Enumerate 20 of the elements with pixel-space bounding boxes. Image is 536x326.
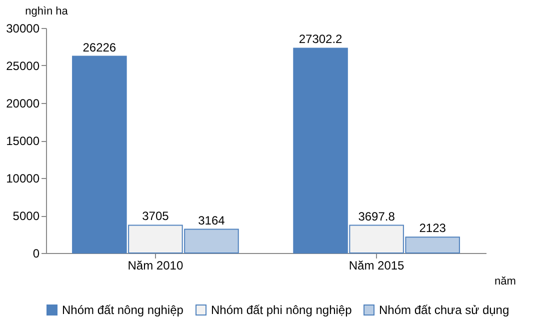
y-tick-label: 10000 [6,172,40,186]
y-tick-label: 25000 [6,59,40,73]
y-tick-label: 5000 [12,209,40,223]
data-label: 26226 [82,40,116,54]
y-tick-label: 30000 [6,22,40,36]
legend-label: Nhóm đất chưa sử dụng [379,303,510,317]
data-label: 3164 [198,213,226,228]
y-tick-label: 0 [32,246,40,260]
x-tick-label: Năm 2010 [128,258,184,272]
data-label: 27302.2 [298,32,343,46]
y-axis-title: nghìn ha [25,6,69,18]
y-tick-label: 20000 [6,96,40,110]
data-label: 3705 [142,209,170,224]
data-label: 3697.8 [358,209,396,224]
legend-label: Nhóm đất nông nghiệp [62,303,184,317]
legend-label: Nhóm đất phi nông nghiệp [211,303,352,317]
data-label: 2123 [419,221,446,236]
y-tick-label: 15000 [6,134,40,148]
x-tick-label: Năm 2015 [348,258,405,272]
x-axis-title: năm [494,276,516,288]
